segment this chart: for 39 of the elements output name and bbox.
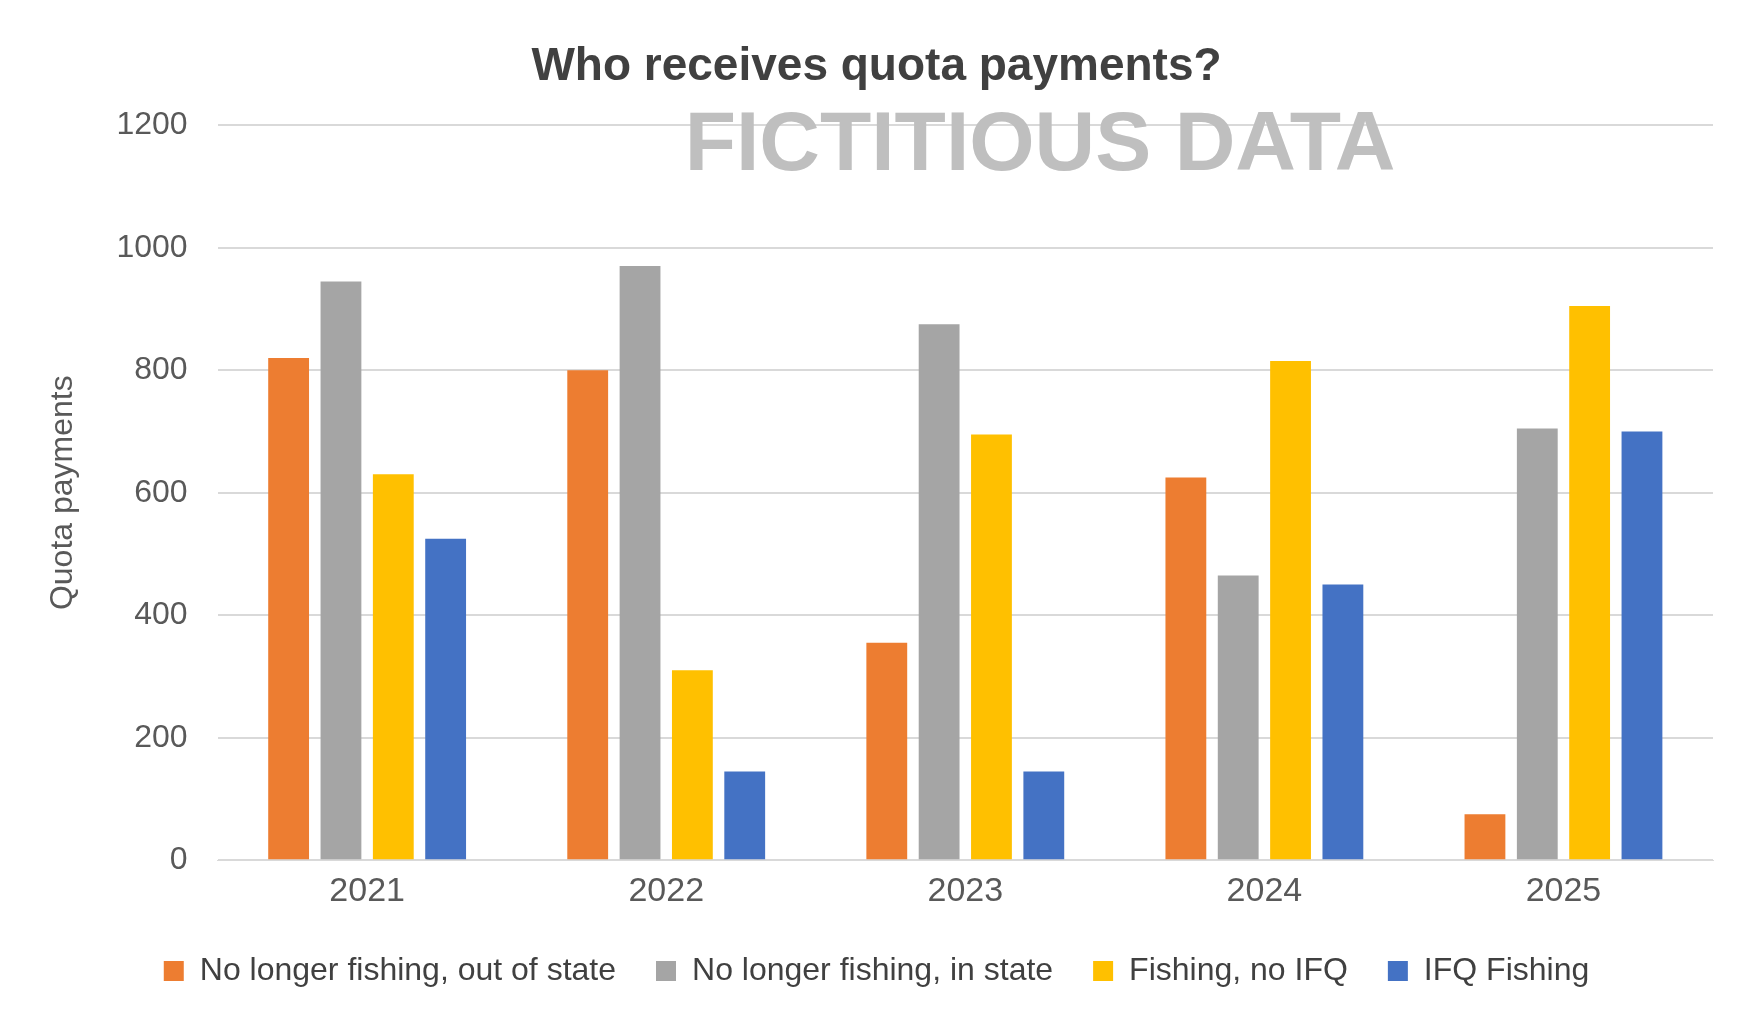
bar — [1621, 431, 1663, 860]
bar — [619, 266, 661, 860]
x-tick-label: 2022 — [628, 869, 705, 908]
bar — [866, 642, 908, 860]
bar — [268, 357, 310, 860]
bar — [372, 474, 414, 860]
x-tick-label: 2024 — [1226, 869, 1303, 908]
bar — [1464, 814, 1506, 860]
y-tick-label: 400 — [134, 595, 188, 632]
bar — [918, 324, 960, 860]
bar — [1217, 575, 1259, 860]
bar — [1516, 428, 1558, 860]
bar — [425, 538, 467, 860]
annotation: FICTITIOUS DATA — [684, 94, 1396, 189]
bar — [724, 771, 766, 860]
y-tick-label: 1000 — [116, 227, 188, 264]
y-tick-label: 800 — [134, 350, 188, 387]
x-tick-label: 2025 — [1525, 869, 1602, 908]
bar — [1569, 305, 1611, 860]
x-tick-label: 2021 — [329, 869, 405, 908]
bar — [1165, 477, 1207, 860]
y-tick-label: 200 — [134, 717, 188, 754]
bar — [320, 281, 362, 860]
y-tick-label: 1200 — [116, 105, 188, 142]
legend-label: No longer fishing, in state — [692, 950, 1054, 987]
legend-label: No longer fishing, out of state — [199, 950, 617, 987]
y-axis-title: Quota payments — [43, 375, 80, 611]
bar — [567, 370, 609, 860]
y-tick-label: 0 — [169, 840, 188, 877]
legend-label: IFQ Fishing — [1423, 950, 1590, 987]
x-tick-label: 2023 — [927, 869, 1004, 908]
bar — [1023, 771, 1065, 860]
legend-label: Fishing, no IFQ — [1129, 950, 1348, 987]
bar — [971, 434, 1012, 860]
bar — [1270, 361, 1311, 860]
y-tick-label: 600 — [134, 472, 188, 509]
bar — [671, 670, 713, 860]
bar — [1322, 584, 1364, 860]
chart-title: Who receives quota payments? — [531, 38, 1222, 91]
